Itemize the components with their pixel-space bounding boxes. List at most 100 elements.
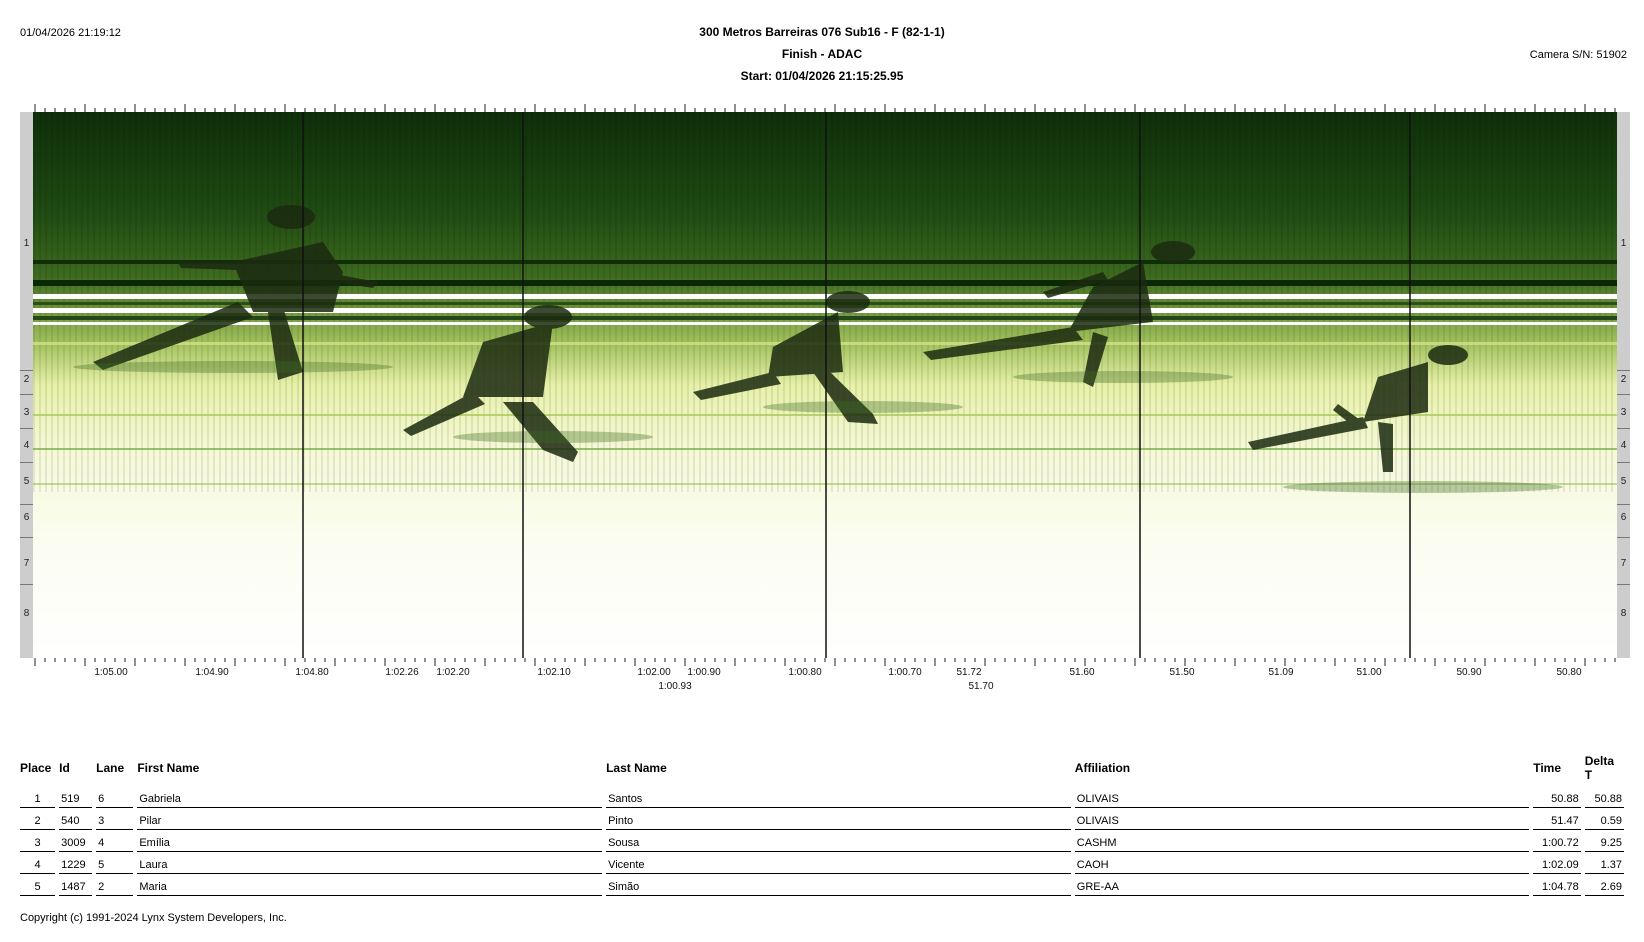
affiliation-cell: CASHM xyxy=(1074,830,1530,852)
lane-cell: 4 xyxy=(96,830,134,852)
lane-divider xyxy=(20,504,33,505)
lane-cell: 2 xyxy=(96,874,134,896)
time-ruler-top xyxy=(34,104,1616,112)
lane-label-1: 1 xyxy=(1620,238,1627,249)
place-cell: 2 xyxy=(20,808,56,830)
last-name-cell: Pinto xyxy=(606,808,1071,830)
lane-divider xyxy=(1617,504,1630,505)
lane-divider xyxy=(1617,584,1630,585)
first-name-cell: Maria xyxy=(137,874,603,896)
lane-divider xyxy=(20,462,33,463)
time-cell: 1:00.72 xyxy=(1533,830,1581,852)
time-cell: 50.88 xyxy=(1533,786,1581,808)
delta-cell: 50.88 xyxy=(1584,786,1624,808)
time-cell: 51.47 xyxy=(1533,808,1581,830)
lane-divider xyxy=(1617,428,1630,429)
lane-label-3: 3 xyxy=(23,407,30,418)
runner-figure xyxy=(1248,345,1468,472)
time-label: 51.09 xyxy=(1268,667,1294,678)
lane-divider xyxy=(1617,462,1630,463)
id-cell: 1229 xyxy=(59,852,93,874)
finish-line-photo[interactable] xyxy=(33,112,1617,658)
table-header-row: Place Id Lane First Name Last Name Affil… xyxy=(20,754,1624,786)
lane-divider xyxy=(20,394,33,395)
delta-cell: 1.37 xyxy=(1584,852,1624,874)
runner-figure xyxy=(923,241,1195,387)
place-cell: 3 xyxy=(20,830,56,852)
lane-divider xyxy=(1617,537,1630,538)
col-first-name: First Name xyxy=(137,761,200,775)
lane-divider xyxy=(1617,394,1630,395)
lane-cell: 5 xyxy=(96,852,134,874)
time-label: 1:00.80 xyxy=(788,667,822,678)
lane-label-8: 8 xyxy=(23,608,30,619)
camera-serial: Camera S/N: 51902 xyxy=(1529,49,1627,61)
first-name-cell: Emília xyxy=(137,830,603,852)
lane-divider xyxy=(20,537,33,538)
lane-label-6: 6 xyxy=(1620,512,1627,523)
copyright-notice: Copyright (c) 1991-2024 Lynx System Deve… xyxy=(20,912,287,924)
first-name-cell: Laura xyxy=(137,852,603,874)
affiliation-cell: OLIVAIS xyxy=(1074,786,1530,808)
time-label: 1:00.93 xyxy=(658,681,692,692)
time-label: 1:04.80 xyxy=(295,667,329,678)
lane-divider xyxy=(20,428,33,429)
time-label: 1:02.10 xyxy=(537,667,571,678)
time-label: 51.00 xyxy=(1356,667,1382,678)
time-label: 1:02.20 xyxy=(436,667,470,678)
lane-divider xyxy=(20,584,33,585)
table-row[interactable]: 4 1229 5 Laura Vicente CAOH 1:02.09 1.37 xyxy=(20,852,1624,874)
results-table: Place Id Lane First Name Last Name Affil… xyxy=(16,754,1628,896)
id-cell: 3009 xyxy=(59,830,93,852)
affiliation-cell: CAOH xyxy=(1074,852,1530,874)
runner-figure xyxy=(403,305,578,462)
place-cell: 1 xyxy=(20,786,56,808)
time-label: 50.90 xyxy=(1456,667,1482,678)
time-label: 1:04.90 xyxy=(195,667,229,678)
lane-scale-left: 1 2 3 4 5 6 7 8 xyxy=(20,112,33,658)
place-cell: 4 xyxy=(20,852,56,874)
table-row[interactable]: 5 1487 2 Maria Simão GRE-AA 1:04.78 2.69 xyxy=(20,874,1624,896)
table-row[interactable]: 1 519 6 Gabriela Santos OLIVAIS 50.88 50… xyxy=(20,786,1624,808)
print-timestamp: 01/04/2026 21:19:12 xyxy=(20,27,121,39)
lane-label-1: 1 xyxy=(23,238,30,249)
table-row[interactable]: 3 3009 4 Emília Sousa CASHM 1:00.72 9.25 xyxy=(20,830,1624,852)
time-label: 1:00.70 xyxy=(888,667,922,678)
table-row[interactable]: 2 540 3 Pilar Pinto OLIVAIS 51.47 0.59 xyxy=(20,808,1624,830)
last-name-cell: Sousa xyxy=(606,830,1071,852)
runner-figure xyxy=(693,291,878,424)
id-cell: 540 xyxy=(59,808,93,830)
lane-label-8: 8 xyxy=(1620,608,1627,619)
lane-cell: 3 xyxy=(96,808,134,830)
time-cell: 1:02.09 xyxy=(1533,852,1581,874)
place-cell: 5 xyxy=(20,874,56,896)
lane-label-2: 2 xyxy=(23,374,30,385)
time-label: 1:00.90 xyxy=(687,667,721,678)
lane-label-4: 4 xyxy=(1620,440,1627,451)
lane-scale-right: 1 2 3 4 5 6 7 8 xyxy=(1617,112,1630,658)
lane-label-7: 7 xyxy=(1620,558,1627,569)
lane-label-2: 2 xyxy=(1620,374,1627,385)
lane-label-4: 4 xyxy=(23,440,30,451)
time-label: 1:05.00 xyxy=(94,667,128,678)
time-cell: 1:04.78 xyxy=(1533,874,1581,896)
id-cell: 1487 xyxy=(59,874,93,896)
time-label: 1:02.26 xyxy=(385,667,419,678)
lane-label-3: 3 xyxy=(1620,407,1627,418)
finish-subtitle: Finish - ADAC xyxy=(781,47,863,61)
last-name-cell: Santos xyxy=(606,786,1071,808)
col-last-name: Last Name xyxy=(606,761,667,775)
delta-cell: 9.25 xyxy=(1584,830,1624,852)
lane-label-5: 5 xyxy=(1620,476,1627,487)
photo-finish-panel: 1 2 3 4 5 6 7 8 xyxy=(20,112,1630,658)
affiliation-cell: OLIVAIS xyxy=(1074,808,1530,830)
first-name-cell: Gabriela xyxy=(137,786,603,808)
col-affiliation: Affiliation xyxy=(1074,761,1131,775)
delta-cell: 0.59 xyxy=(1584,808,1624,830)
time-label: 51.72 xyxy=(956,667,982,678)
col-id: Id xyxy=(59,761,70,775)
delta-cell: 2.69 xyxy=(1584,874,1624,896)
start-time: Start: 01/04/2026 21:15:25.95 xyxy=(740,69,904,83)
col-time: Time xyxy=(1533,761,1561,775)
cursor-lines xyxy=(302,112,1411,658)
